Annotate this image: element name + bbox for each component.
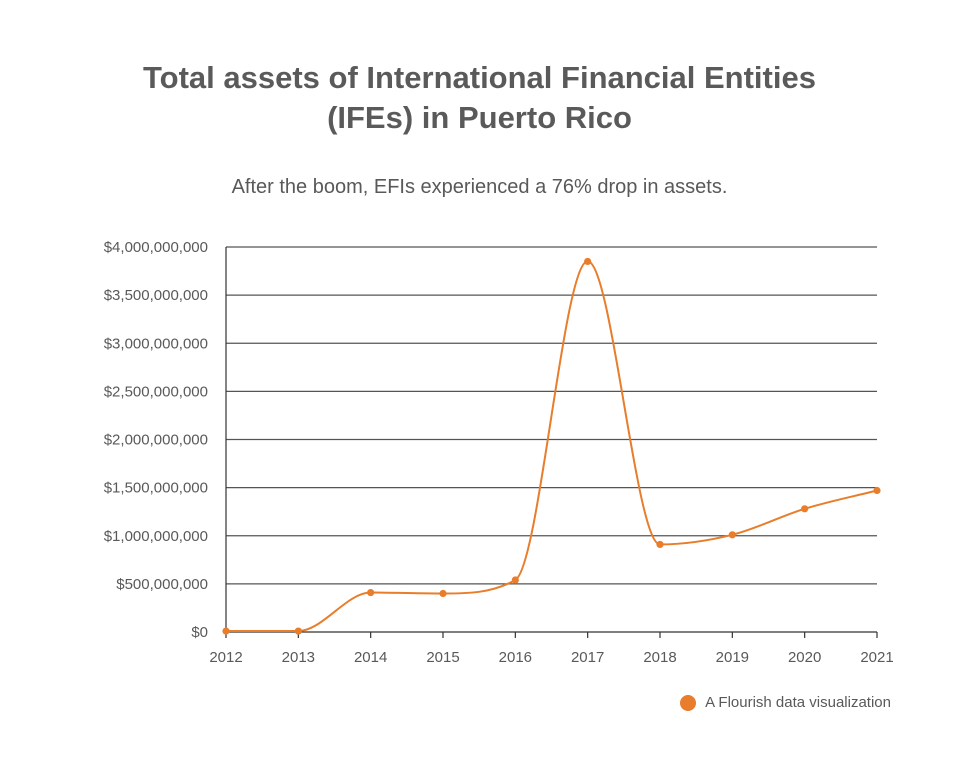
series-lines — [226, 260, 878, 633]
data-point[interactable] — [367, 588, 375, 597]
y-tick-label: $0 — [191, 624, 208, 641]
flourish-credit-label: A Flourish data visualization — [705, 694, 891, 711]
y-tick-labels: $0 $500,000,000 $1,000,000,000 $1,500,000,0… — [104, 239, 208, 641]
data-point[interactable] — [801, 505, 809, 513]
y-tick-label: $3,000,000,000 — [104, 335, 208, 352]
gridlines — [226, 246, 877, 585]
chart-title-line-1: Total assets of International Financial … — [143, 60, 816, 95]
x-tick-label: 2016 — [499, 649, 532, 666]
data-point[interactable] — [439, 589, 447, 598]
y-tick-label: $500,000,000 — [116, 576, 208, 593]
x-tick-label: 2020 — [788, 649, 821, 666]
chart-subtitle: After the boom, EFIs experienced a 76% d… — [231, 176, 728, 198]
y-tick-label: $1,500,000,000 — [104, 480, 208, 497]
data-point[interactable] — [656, 540, 664, 549]
x-tick-label: 2013 — [282, 649, 315, 666]
series-line — [226, 260, 878, 633]
data-point[interactable] — [873, 486, 881, 495]
x-tick-label: 2014 — [354, 649, 387, 666]
flourish-credit[interactable]: A Flourish data visualization — [680, 694, 891, 711]
y-tick-label: $2,500,000,000 — [104, 383, 208, 400]
chart-title: Total assets of International Financial … — [0, 58, 959, 138]
x-tick-label: 2021 — [860, 649, 893, 666]
x-tick-label: 2018 — [643, 649, 676, 666]
data-point[interactable] — [222, 627, 230, 635]
data-point[interactable] — [728, 531, 736, 539]
x-tick-label: 2017 — [571, 649, 604, 666]
x-tick-label: 2019 — [716, 649, 749, 666]
x-tick-label: 2012 — [209, 649, 242, 666]
chart-title-line-2: (IFEs) in Puerto Rico — [327, 100, 632, 135]
x-tick-label: 2015 — [426, 649, 459, 666]
y-tick-label: $4,000,000,000 — [104, 239, 208, 256]
flourish-dot-icon — [680, 694, 697, 711]
y-tick-label: $2,000,000,000 — [104, 432, 208, 449]
data-points — [222, 257, 881, 635]
data-point[interactable] — [294, 627, 302, 635]
y-tick-label: $3,500,000,000 — [104, 287, 208, 304]
data-point[interactable] — [511, 576, 519, 584]
y-tick-label: $1,000,000,000 — [104, 528, 208, 545]
x-tick-labels: 2012 2013 2014 2015 2016 2017 2018 2019 2020 2021 — [209, 649, 893, 666]
axes — [225, 247, 878, 638]
data-point[interactable] — [584, 257, 592, 266]
